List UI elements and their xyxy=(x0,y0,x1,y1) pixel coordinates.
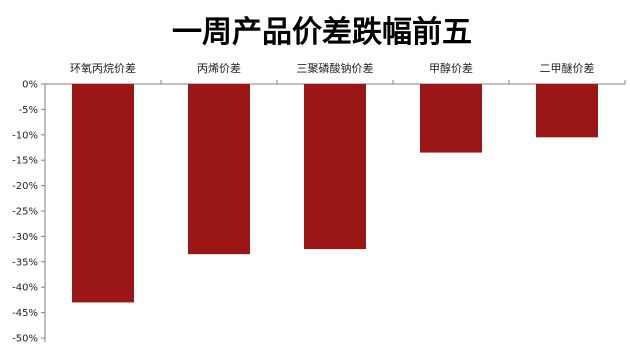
category-label: 丙烯价差 xyxy=(197,61,241,75)
category-labels: 环氧丙烷价差 丙烯价差 三聚磷酸钠价差 甲醇价差 二甲醚价差 xyxy=(70,61,595,75)
bar xyxy=(304,84,366,250)
bar xyxy=(420,84,482,153)
bar xyxy=(188,84,250,255)
y-tick-label: -45% xyxy=(12,308,38,319)
category-label: 三聚磷酸钠价差 xyxy=(297,61,374,75)
y-tick-label: -50% xyxy=(12,334,38,344)
bar xyxy=(72,84,134,303)
y-tick-label: -15% xyxy=(12,156,38,167)
category-label: 二甲醚价差 xyxy=(540,61,595,75)
bar xyxy=(536,84,598,138)
y-tick-label: -20% xyxy=(12,181,38,192)
bars xyxy=(72,84,598,303)
category-label: 环氧丙烷价差 xyxy=(70,61,136,75)
category-label: 甲醇价差 xyxy=(429,61,473,75)
y-tick-label: -25% xyxy=(12,207,38,218)
y-tick-label: -30% xyxy=(12,232,38,243)
y-tick-label: -35% xyxy=(12,257,38,268)
y-tick-label: -40% xyxy=(12,283,38,294)
y-tick-label: 0% xyxy=(22,80,38,91)
chart-title: 一周产品价差跌幅前五 xyxy=(172,15,472,50)
y-axis: 0% -5% -10% -15% -20% -25% -30% -35% -40% -45% -50… xyxy=(12,80,626,345)
y-tick-label: -5% xyxy=(19,105,38,116)
y-tick-label: -10% xyxy=(12,130,38,141)
